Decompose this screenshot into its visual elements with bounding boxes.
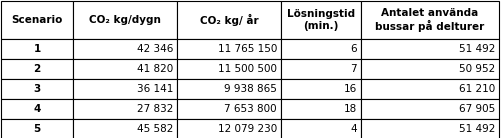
Bar: [177, 119, 281, 138]
Text: 51 492: 51 492: [458, 44, 494, 54]
Text: 51 492: 51 492: [458, 124, 494, 134]
Bar: [281, 39, 360, 59]
Text: 9 938 865: 9 938 865: [223, 84, 277, 94]
Text: Lösningstid
(min.): Lösningstid (min.): [287, 9, 354, 31]
Bar: [281, 79, 360, 99]
Bar: [73, 119, 177, 138]
Text: 3: 3: [33, 84, 41, 94]
Text: CO₂ kg/ år: CO₂ kg/ år: [199, 14, 258, 26]
Bar: [1, 1, 73, 39]
Bar: [360, 79, 498, 99]
Bar: [73, 79, 177, 99]
Text: 6: 6: [350, 44, 356, 54]
Bar: [177, 1, 281, 39]
Bar: [177, 59, 281, 79]
Bar: [73, 1, 177, 39]
Bar: [177, 79, 281, 99]
Bar: [177, 39, 281, 59]
Bar: [73, 59, 177, 79]
Text: Antalet använda
bussar på delturer: Antalet använda bussar på delturer: [375, 8, 483, 32]
Text: 45 582: 45 582: [136, 124, 173, 134]
Text: 36 141: 36 141: [136, 84, 173, 94]
Bar: [1, 59, 73, 79]
Text: 67 905: 67 905: [458, 104, 494, 114]
Text: 18: 18: [343, 104, 356, 114]
Bar: [360, 119, 498, 138]
Text: 11 765 150: 11 765 150: [217, 44, 277, 54]
Text: 27 832: 27 832: [136, 104, 173, 114]
Text: CO₂ kg/dygn: CO₂ kg/dygn: [89, 15, 161, 25]
Text: 4: 4: [33, 104, 41, 114]
Bar: [1, 79, 73, 99]
Text: Scenario: Scenario: [12, 15, 63, 25]
Text: 50 952: 50 952: [458, 64, 494, 74]
Bar: [360, 39, 498, 59]
Text: 1: 1: [33, 44, 41, 54]
Text: 16: 16: [343, 84, 356, 94]
Text: 7 653 800: 7 653 800: [224, 104, 277, 114]
Bar: [281, 119, 360, 138]
Text: 11 500 500: 11 500 500: [217, 64, 277, 74]
Bar: [281, 59, 360, 79]
Bar: [360, 99, 498, 119]
Bar: [281, 1, 360, 39]
Bar: [1, 119, 73, 138]
Text: 12 079 230: 12 079 230: [217, 124, 277, 134]
Bar: [360, 1, 498, 39]
Text: 41 820: 41 820: [136, 64, 173, 74]
Text: 7: 7: [350, 64, 356, 74]
Bar: [73, 39, 177, 59]
Text: 42 346: 42 346: [136, 44, 173, 54]
Text: 2: 2: [33, 64, 41, 74]
Text: 4: 4: [350, 124, 356, 134]
Bar: [1, 39, 73, 59]
Bar: [1, 99, 73, 119]
Bar: [360, 59, 498, 79]
Text: 5: 5: [33, 124, 41, 134]
Bar: [281, 99, 360, 119]
Text: 61 210: 61 210: [458, 84, 494, 94]
Bar: [177, 99, 281, 119]
Bar: [73, 99, 177, 119]
